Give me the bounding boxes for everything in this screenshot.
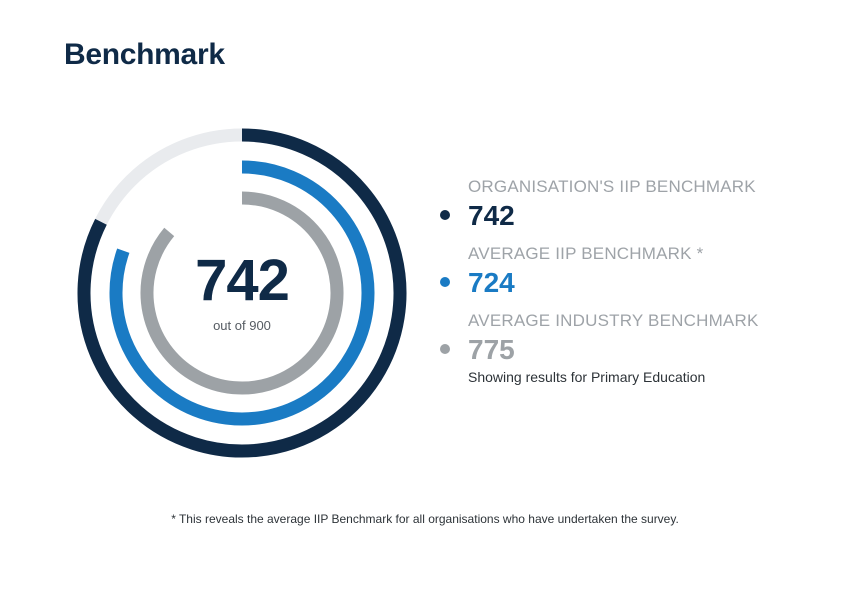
center-subtitle: out of 900 xyxy=(213,318,271,333)
legend-value: 775 xyxy=(468,334,515,365)
legend-value: 742 xyxy=(468,200,515,231)
legend-dot xyxy=(440,210,450,220)
legend-value: 724 xyxy=(468,267,515,298)
legend-label: AVERAGE INDUSTRY BENCHMARK xyxy=(468,311,759,330)
page-title: Benchmark xyxy=(64,38,225,71)
center-score: 742 xyxy=(195,248,290,313)
legend-item-average-iip: AVERAGE IIP BENCHMARK * 724 xyxy=(440,243,840,301)
legend-item-average-industry: AVERAGE INDUSTRY BENCHMARK 775 Showing r… xyxy=(440,310,840,385)
legend-item-organisation: ORGANISATION'S IIP BENCHMARK 742 xyxy=(440,176,840,234)
ring-organisation xyxy=(77,128,407,458)
legend-label: ORGANISATION'S IIP BENCHMARK xyxy=(468,177,756,196)
legend: ORGANISATION'S IIP BENCHMARK 742 AVERAGE… xyxy=(440,176,840,394)
legend-label: AVERAGE IIP BENCHMARK * xyxy=(468,244,704,263)
ring-average-iip xyxy=(109,160,375,426)
legend-dot xyxy=(440,277,450,287)
legend-dot xyxy=(440,344,450,354)
legend-note: Showing results for Primary Education xyxy=(468,369,706,385)
radial-benchmark-chart xyxy=(77,128,407,458)
ring-average-industry xyxy=(140,191,344,395)
footnote: * This reveals the average IIP Benchmark… xyxy=(171,512,679,526)
